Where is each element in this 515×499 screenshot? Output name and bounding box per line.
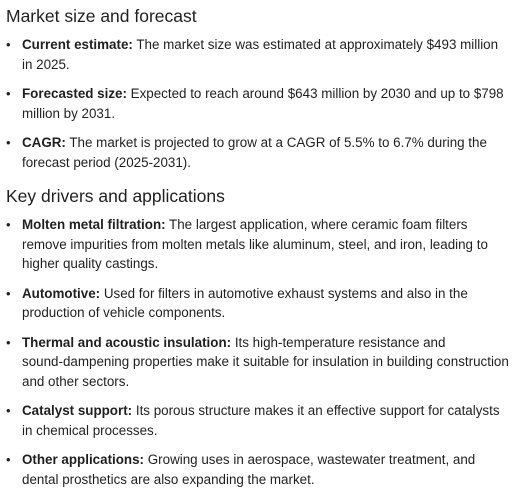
item-text: Used for filters in automotive exhaust s… (22, 285, 468, 321)
list-item: • Forecasted size: Expected to reach aro… (0, 84, 515, 123)
list-item: • Other applications: Growing uses in ae… (0, 450, 515, 489)
list-item: • Molten metal filtration: The largest a… (0, 215, 515, 274)
market-size-list: • Current estimate: The market size was … (0, 35, 515, 182)
item-text: Its high‑temperature resistance and soun… (22, 334, 509, 389)
list-item: • Current estimate: The market size was … (0, 35, 515, 74)
item-term: Molten metal filtration: (22, 217, 166, 232)
bullet-icon: • (6, 334, 11, 350)
section-heading-key-drivers: Key drivers and applications (6, 186, 225, 206)
item-text: The market size was estimated at approxi… (22, 37, 499, 72)
bullet-icon: • (6, 86, 11, 101)
bullet-icon: • (6, 452, 11, 467)
item-term: CAGR: (22, 135, 66, 150)
key-drivers-list: • Molten metal filtration: The largest a… (0, 215, 515, 499)
item-term: Automotive: (22, 285, 101, 301)
list-item: • Thermal and acoustic insulation: Its h… (0, 333, 515, 392)
list-item: • Automotive: Used for filters in automo… (0, 284, 515, 323)
item-term: Other applications: (22, 452, 145, 467)
item-text: Expected to reach around $643 million by… (22, 86, 504, 121)
item-text: Growing uses in aerospace, wastewater tr… (22, 452, 476, 487)
list-item: • Catalyst support: Its porous structure… (0, 401, 515, 440)
bullet-icon: • (6, 403, 11, 418)
item-term: Thermal and acoustic insulation: (22, 334, 232, 350)
item-text: The market is projected to grow at a CAG… (22, 135, 487, 170)
item-text: The largest application, where ceramic f… (22, 217, 488, 271)
list-item: • CAGR: The market is projected to grow … (0, 133, 515, 172)
bullet-icon: • (6, 217, 11, 232)
bullet-icon: • (6, 135, 11, 150)
bullet-icon: • (6, 285, 11, 301)
item-text: Its porous structure makes it an effecti… (22, 403, 500, 438)
section-heading-market-size: Market size and forecast (6, 6, 197, 26)
item-term: Forecasted size: (22, 86, 127, 101)
item-term: Catalyst support: (22, 403, 133, 418)
item-term: Current estimate: (22, 37, 133, 52)
bullet-icon: • (6, 37, 11, 52)
